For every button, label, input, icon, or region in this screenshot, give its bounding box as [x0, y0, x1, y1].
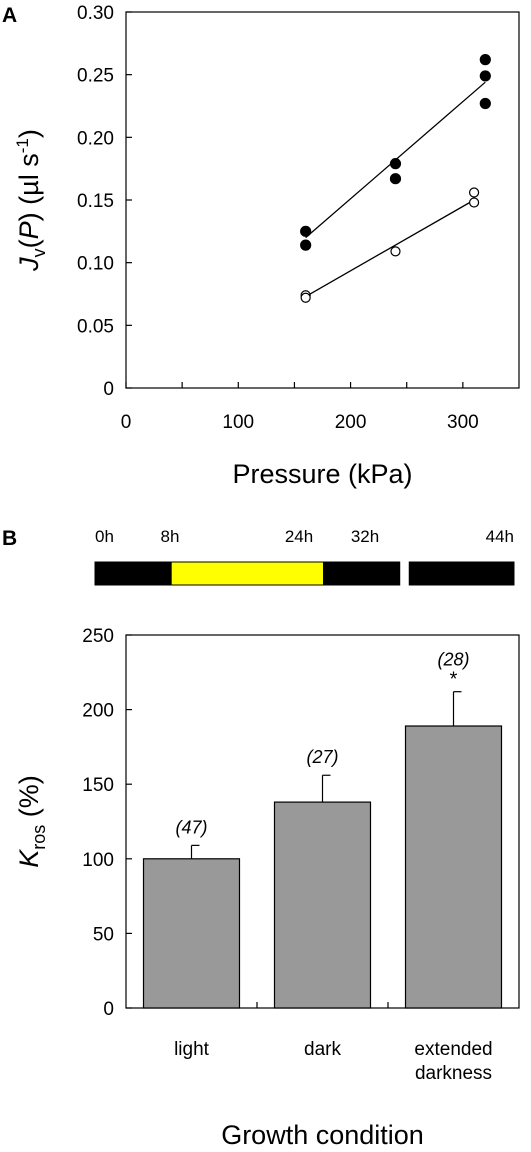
y-tick-label: 0.10 [77, 254, 114, 275]
y-tick-label: 50 [93, 924, 114, 945]
open-data-point [468, 197, 480, 208]
y-title-sub: v [29, 248, 49, 257]
filled-data-point [389, 158, 402, 170]
sample-size-label: (28) [437, 650, 469, 670]
timeline-segment [323, 561, 401, 586]
y-tick-label: 0.20 [77, 128, 114, 149]
y-tick-label: 0.25 [77, 66, 114, 87]
x-tick-label: 0 [121, 412, 132, 433]
panel-b-label: B [2, 527, 17, 550]
panel-b-x-axis-title: Growth condition [221, 1120, 424, 1150]
x-tick-label: 100 [222, 412, 254, 433]
y-tick-label: 0.30 [77, 3, 114, 24]
y-tick-label: 0 [103, 999, 114, 1020]
y-title-sub: ros [29, 825, 49, 850]
panel-a-plot-frame [125, 11, 520, 389]
category-label: darkness [415, 1063, 492, 1084]
timeline-label: 8h [161, 527, 180, 546]
y-tick-label: 0.05 [77, 316, 114, 337]
panel-b-bar-chart: B 0h 8h 24h 32h 44h 0 50 100 150 200 250 (47) ligh… [2, 527, 520, 1150]
y-tick-label: 200 [82, 701, 114, 722]
timeline-segment [94, 561, 172, 586]
x-tick-label: 300 [447, 412, 479, 433]
category-label: dark [304, 1039, 341, 1060]
category-label: extended [414, 1039, 492, 1060]
timeline-label: 32h [351, 527, 379, 546]
y-title-main: J [14, 257, 44, 272]
y-title-unit: ) (µl s [14, 153, 44, 221]
fit-line-series-2 [305, 199, 475, 298]
panel-a-x-axis-title: Pressure (kPa) [232, 459, 412, 489]
light-dark-timeline: 0h 8h 24h 32h 44h [94, 527, 515, 586]
filled-data-point [479, 97, 491, 110]
filled-data-point [389, 173, 402, 185]
x-tick-label: 200 [335, 412, 367, 433]
y-title-main: K [14, 849, 44, 868]
sample-size-label: (27) [306, 747, 338, 767]
timeline-label: 24h [285, 527, 313, 546]
panel-b-y-axis-title: Kros (%) [14, 775, 49, 868]
open-data-point [468, 187, 480, 198]
y-tick-label: 250 [82, 626, 114, 647]
y-title-italic: P [14, 221, 44, 239]
bar-dark [273, 801, 372, 1009]
timeline-label: 0h [95, 527, 114, 546]
panel-a-label: A [2, 4, 17, 27]
filled-data-point [300, 239, 312, 251]
open-data-point [390, 246, 401, 257]
timeline-segment [170, 561, 325, 586]
y-title-sup: -1 [13, 138, 32, 153]
y-title-open: ( [14, 239, 44, 248]
y-tick-label: 0.15 [77, 191, 114, 212]
y-title-close: ) [14, 129, 44, 138]
panel-a-scatter-chart: A 0 0.05 0.10 0.15 0.20 0.25 0.30 0 100 200 300 Pr… [2, 3, 520, 489]
y-tick-label: 150 [82, 775, 114, 796]
panel-a-y-axis-title: Jv(P) (µl s-1) [13, 129, 49, 272]
filled-data-point [479, 70, 491, 82]
y-tick-label: 100 [82, 850, 114, 871]
sample-size-label: (47) [175, 817, 207, 837]
bar-extended-darkness [404, 725, 503, 1009]
open-data-point [300, 292, 311, 303]
bar-light [142, 858, 241, 1009]
category-label: light [174, 1039, 210, 1060]
y-tick-label: 0 [103, 379, 114, 400]
significance-marker: * [450, 669, 458, 691]
timeline-label: 44h [486, 527, 514, 546]
filled-data-point [300, 225, 312, 237]
filled-data-point [479, 54, 491, 66]
y-title-rest: (%) [14, 775, 44, 825]
timeline-segment [408, 561, 515, 586]
